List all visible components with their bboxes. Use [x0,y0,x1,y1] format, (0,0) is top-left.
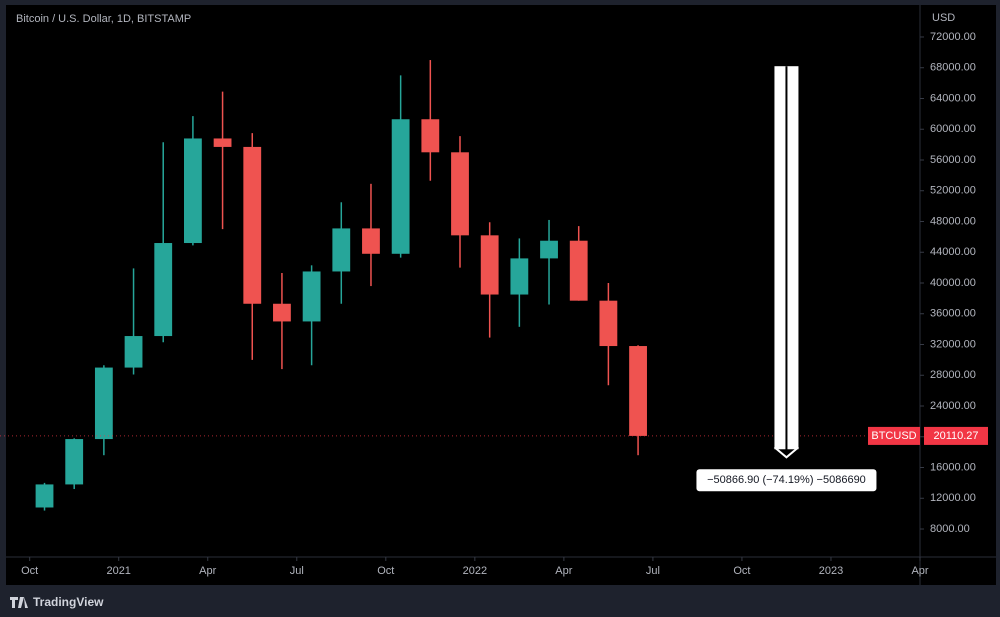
chart-title: Bitcoin / U.S. Dollar, 1D, BITSTAMP [16,13,191,25]
candle-body [362,228,380,254]
candle-body [302,271,321,322]
measure-arrow [773,446,800,459]
measure-label: −50866.90 (−74.19%) −5086690 [707,474,866,486]
y-tick-label: 52000.00 [930,185,976,197]
candle-body [480,235,499,295]
y-tick-label: 28000.00 [930,369,976,381]
candle-body [124,336,143,368]
y-tick-label: 44000.00 [930,246,976,258]
x-tick-label: Oct [377,565,394,577]
x-tick-label: Oct [733,565,750,577]
y-tick-label: 8000.00 [930,523,970,535]
candle-body [243,146,262,304]
candle-body [35,484,54,508]
x-tick-label: 2022 [463,565,487,577]
x-tick-label: Jul [646,565,660,577]
symbol-label: BTCUSD [871,430,916,442]
y-tick-label: 72000.00 [930,31,976,43]
candle-body [510,258,529,295]
x-tick-label: Apr [911,565,928,577]
candle-body [629,346,647,436]
candle-body [391,119,410,254]
y-tick-label: 64000.00 [930,92,976,104]
y-tick-label: 16000.00 [930,461,976,473]
candle-body [184,138,202,244]
y-tick-label: 12000.00 [930,492,976,504]
x-tick-label: Jul [290,565,304,577]
candle-body [154,243,173,337]
symbol-tag [868,426,920,445]
price-label: 20110.27 [933,430,978,442]
candle-body [273,303,291,322]
x-tick-label: 2023 [819,565,843,577]
candle-body [94,367,113,440]
y-tick-label: 48000.00 [930,215,976,227]
y-tick-label: 36000.00 [930,308,976,320]
brand: TradingView [33,595,104,609]
price-tag [924,426,988,445]
y-tick-label: 24000.00 [930,400,976,412]
candle-body [569,240,588,301]
x-tick-label: Apr [199,565,216,577]
y-tick-label: 40000.00 [930,277,976,289]
x-tick-label: Oct [21,565,38,577]
brand-logo [10,597,28,608]
candle-body [332,228,351,272]
candle-body [540,240,558,259]
y-tick-label: 32000.00 [930,338,976,350]
y-tick-label: 68000.00 [930,62,976,74]
candle-body [421,119,440,153]
candle-body [213,138,232,147]
y-unit: USD [932,12,955,24]
y-tick-label: 60000.00 [930,123,976,135]
candle-body [599,300,618,347]
y-tick-label: 56000.00 [930,154,976,166]
x-tick-label: Apr [555,565,572,577]
candle-body [451,152,469,236]
measure-box [696,469,877,492]
candle-body [65,439,84,485]
x-tick-label: 2021 [106,565,130,577]
